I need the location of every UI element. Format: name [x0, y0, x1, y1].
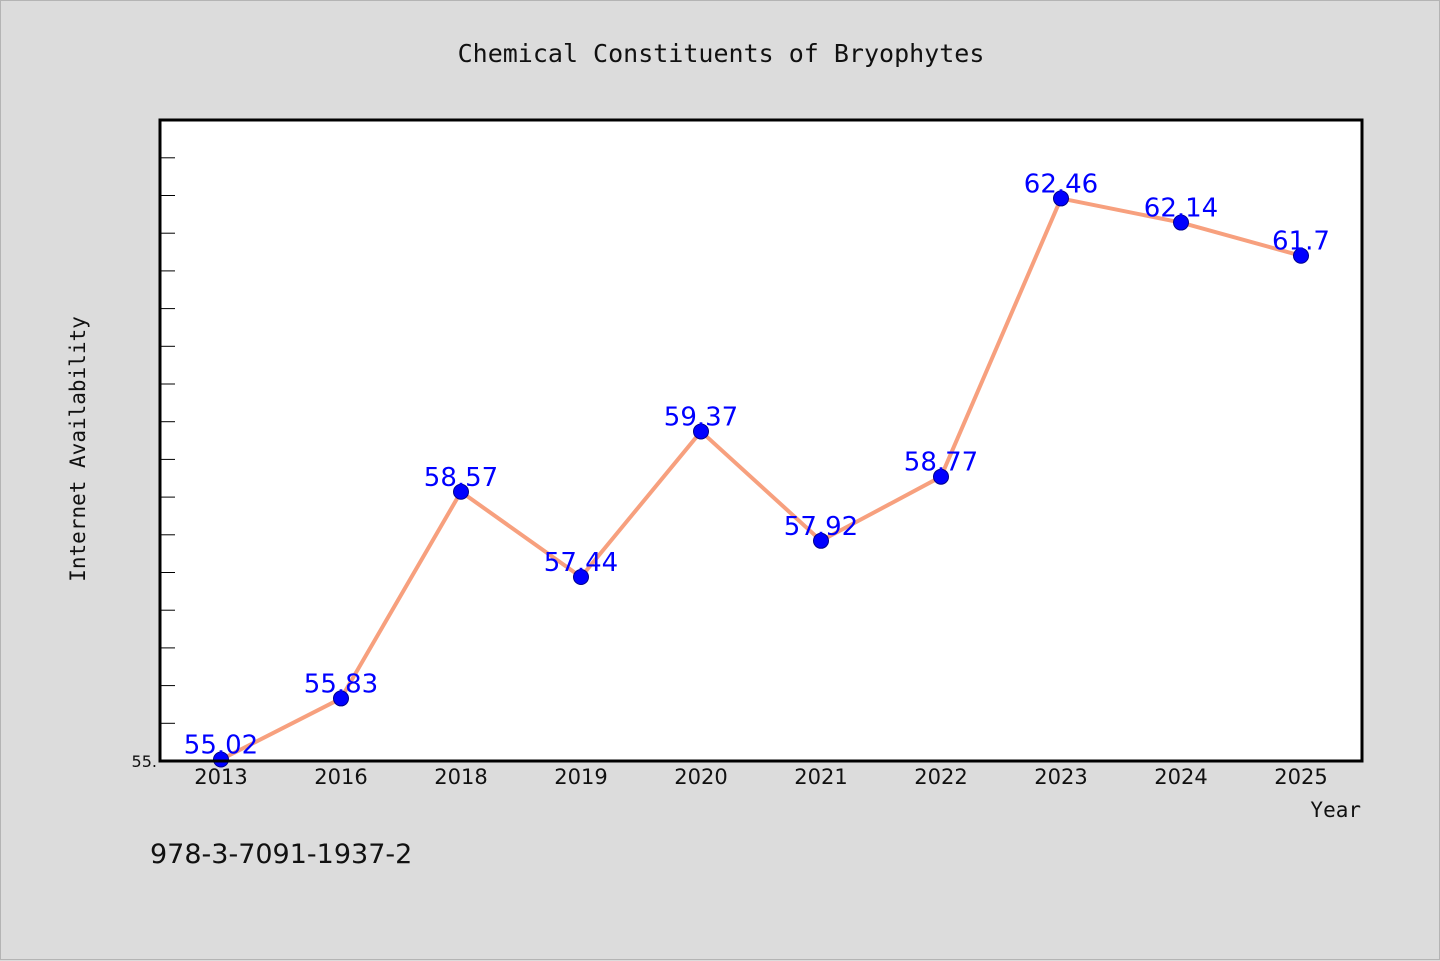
data-point — [693, 423, 709, 440]
data-label: 59.37 — [664, 402, 738, 432]
x-tick-label: 2023 — [1034, 765, 1087, 789]
series-line-group — [220, 196, 1302, 762]
data-label: 62.14 — [1144, 194, 1218, 224]
data-point — [573, 568, 589, 585]
data-label: 55.83 — [304, 669, 378, 699]
data-label: 57.92 — [784, 512, 858, 542]
plot-area — [160, 120, 1362, 761]
data-label-group: 55.02 55.83 58.57 57.44 59.37 57.92 58.77 62.46… — [184, 169, 1330, 760]
y-tick-label: 55. — [132, 752, 157, 771]
x-axis-label: Year — [1310, 798, 1361, 822]
data-point — [1293, 247, 1309, 264]
x-tick-label: 2019 — [554, 765, 607, 789]
y-axis-ticks — [160, 119, 175, 762]
data-label: 57.44 — [544, 548, 618, 578]
data-label: 55.02 — [184, 730, 258, 760]
data-label: 62.46 — [1024, 169, 1098, 199]
x-tick-label: 2025 — [1274, 765, 1327, 789]
data-point — [1173, 214, 1189, 231]
marker-group — [213, 190, 1309, 768]
chart-title: Chemical Constituents of Bryophytes — [458, 39, 985, 68]
plot-border — [158, 118, 1364, 763]
data-point — [1053, 190, 1069, 207]
data-point — [933, 468, 949, 485]
x-tick-label: 2020 — [674, 765, 727, 789]
series-line — [220, 196, 1302, 762]
y-axis-label: Internet Availability — [66, 316, 90, 582]
x-axis-tick-labels: 2013 2016 2018 2019 2020 2021 2022 2023 2024 2025 — [194, 765, 1327, 789]
x-tick-label: 2024 — [1154, 765, 1207, 789]
x-tick-label: 2021 — [794, 765, 847, 789]
x-tick-label: 2018 — [434, 765, 487, 789]
data-point — [213, 751, 229, 768]
data-point — [813, 532, 829, 549]
data-label: 58.57 — [424, 463, 498, 493]
data-label: 61.7 — [1272, 227, 1330, 257]
data-point — [453, 483, 469, 500]
x-tick-label: 2016 — [314, 765, 367, 789]
x-tick-label: 2013 — [194, 765, 247, 789]
isbn-text: 978-3-7091-1937-2 — [150, 839, 412, 870]
data-label: 58.77 — [904, 448, 978, 478]
data-point — [333, 690, 349, 707]
x-tick-label: 2022 — [914, 765, 967, 789]
